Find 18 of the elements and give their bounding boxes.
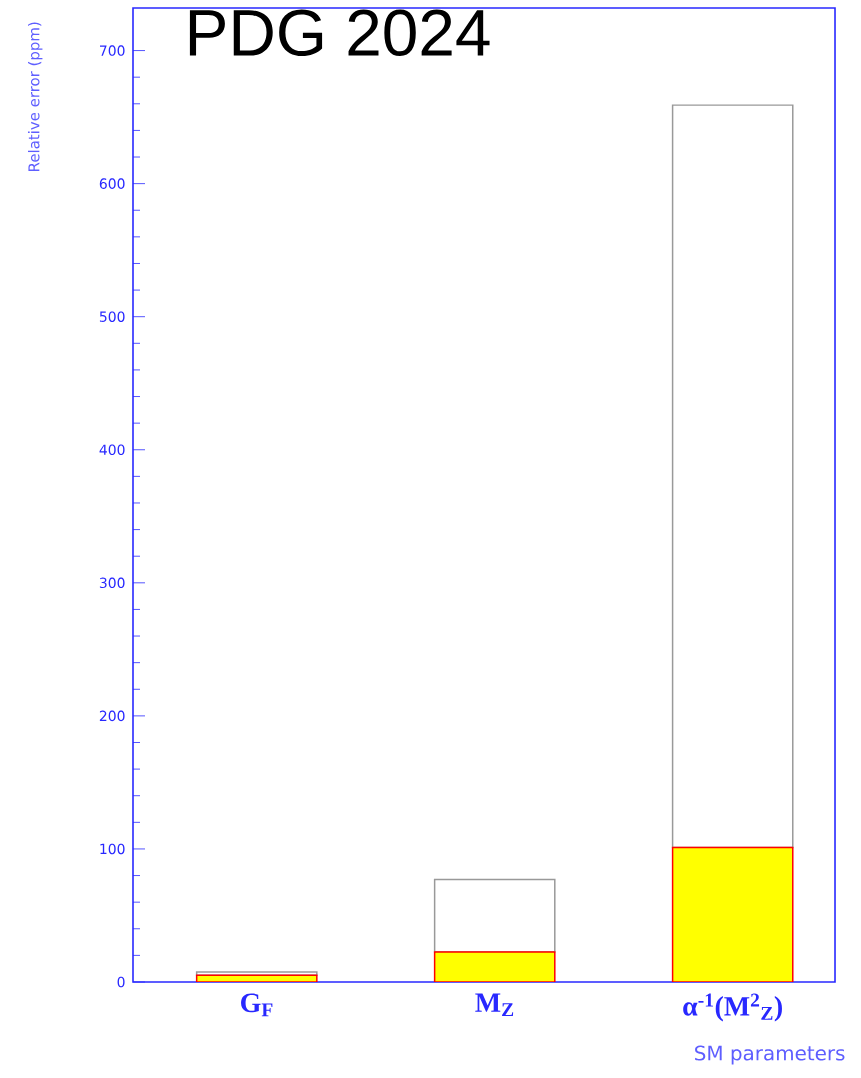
x-tick-label: G$_{F}$ [241, 993, 273, 1017]
y-tick-label: 300 [99, 577, 125, 589]
x-tick-label: M$_{Z}$ [475, 993, 514, 1017]
y-tick-label: 200 [99, 710, 125, 722]
y-axis-title: Relative error (ppm) [27, 22, 43, 171]
y-tick-label: 400 [99, 444, 125, 456]
bar [433, 878, 556, 953]
x-tick-label: α$^{-1}$(M$^{2}$$_{Z}$) [683, 993, 782, 1022]
bar [433, 951, 556, 982]
chart-title: PDG 2024 [189, 9, 490, 57]
y-tick-label: 600 [99, 178, 125, 189]
bar [671, 846, 794, 982]
y-tick-label: 500 [99, 311, 125, 322]
y-tick-label: 0 [117, 976, 125, 988]
y-tick-label: 700 [100, 45, 125, 56]
x-axis-title: SM parameters [695, 1045, 845, 1065]
bar [671, 104, 794, 849]
y-tick-label: 100 [100, 843, 125, 855]
